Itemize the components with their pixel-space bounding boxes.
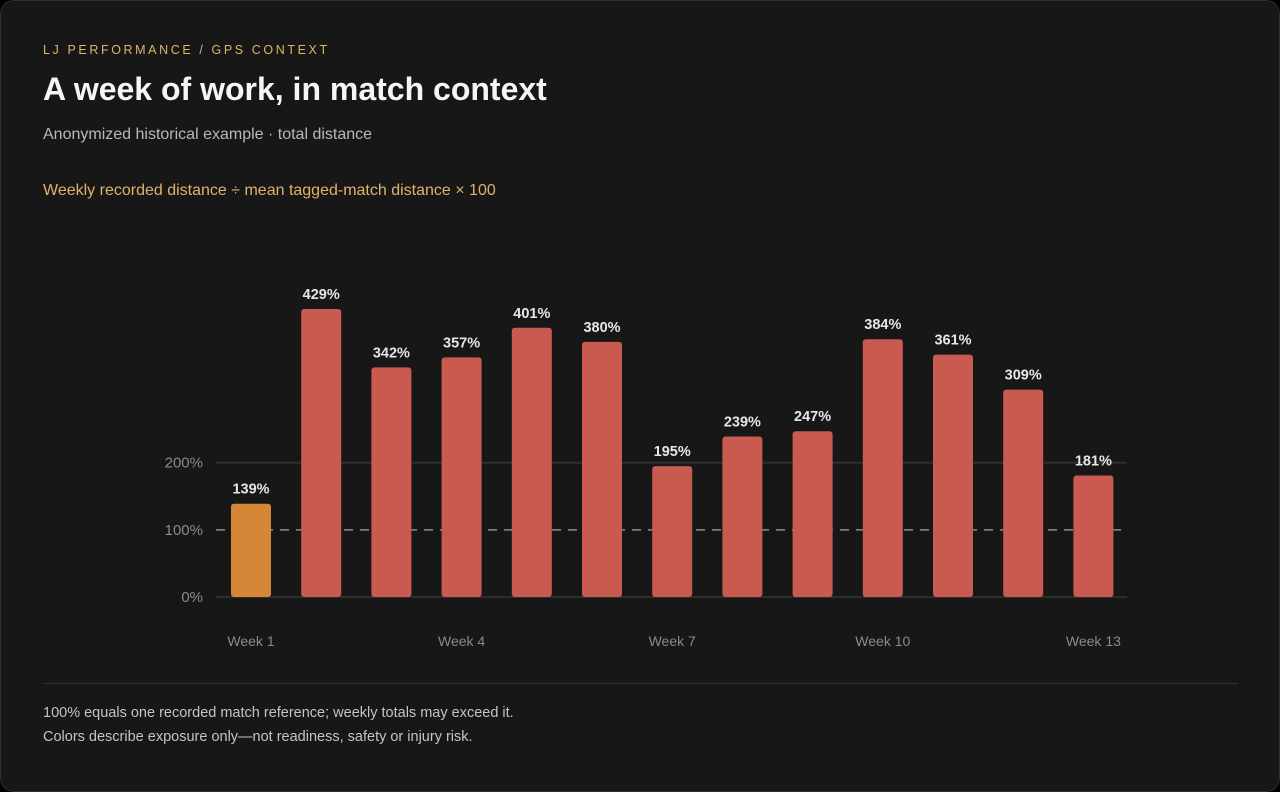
chart-title: A week of work, in match context: [43, 71, 547, 107]
bar-value-label: 401%: [513, 306, 550, 322]
eyebrow-label: LJ PERFORMANCE / GPS CONTEXT: [43, 43, 330, 57]
y-tick-label: 100%: [165, 522, 203, 539]
x-tick-label: Week 1: [227, 633, 274, 649]
bar-week-1: [231, 503, 271, 597]
bar-week-10: [862, 339, 903, 597]
bar-value-label: 239%: [724, 415, 761, 431]
bar-value-label: 380%: [583, 320, 620, 336]
footer-divider: [43, 683, 1238, 684]
bar-chart: 0% 100% 200% 139% Week 1 429% 342% 357% Week 4 40…: [165, 287, 1127, 649]
bar-week-2: [301, 309, 342, 597]
x-tick-label: Week 13: [1066, 633, 1121, 649]
bar-value-label: 195%: [654, 444, 691, 460]
footnote-reference: 100% equals one recorded match reference…: [43, 705, 514, 721]
chart-subtitle: Anonymized historical example · total di…: [43, 126, 373, 143]
y-tick-label: 0%: [181, 589, 203, 606]
bar-week-8: [722, 436, 763, 597]
bar-value-label: 357%: [443, 335, 480, 351]
bar-value-label: 247%: [794, 409, 831, 425]
bar-value-label: 384%: [864, 317, 901, 333]
bar-value-label: 181%: [1075, 453, 1112, 469]
footnote-disclaimer: Colors describe exposure only—not readin…: [43, 729, 473, 745]
bar-value-label: 139%: [232, 482, 269, 498]
bar-value-label: 342%: [373, 345, 410, 361]
bar-week-4: [441, 357, 482, 597]
bar-week-13: [1073, 475, 1114, 597]
bar-value-label: 361%: [934, 333, 971, 349]
y-tick-label: 200%: [165, 455, 203, 472]
bar-week-5: [511, 327, 552, 597]
bar-week-7: [652, 466, 693, 597]
x-tick-label: Week 10: [855, 633, 910, 649]
bar-week-9: [792, 431, 833, 597]
bar-week-3: [371, 367, 412, 597]
bar-week-11: [933, 354, 973, 597]
bar-week-12: [1003, 389, 1044, 597]
bar-value-label: 429%: [303, 287, 340, 303]
x-tick-label: Week 7: [649, 633, 696, 649]
x-tick-label: Week 4: [438, 633, 485, 649]
bar-value-label: 309%: [1005, 368, 1042, 384]
metric-formula: Weekly recorded distance ÷ mean tagged-m…: [43, 182, 496, 199]
bar-week-6: [582, 341, 622, 597]
